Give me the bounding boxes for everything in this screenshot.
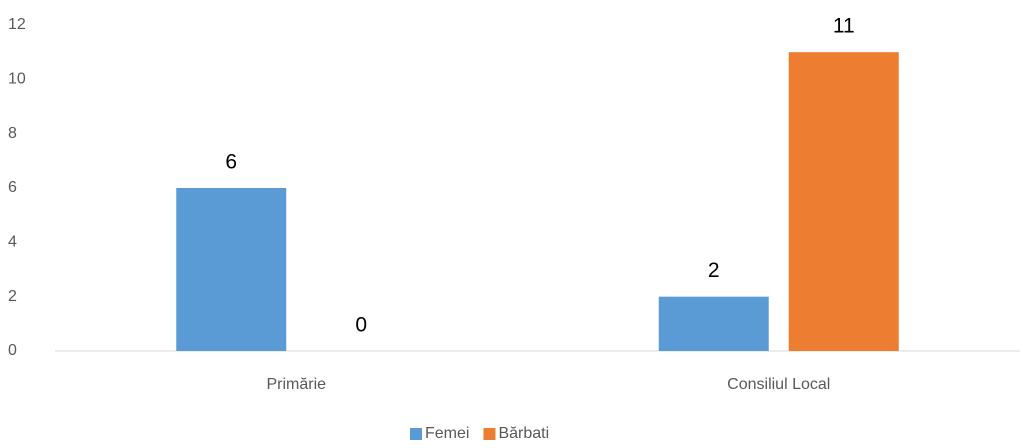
data-label: 11 bbox=[833, 15, 855, 38]
y-tick-label: 10 bbox=[8, 71, 26, 88]
data-label: 0 bbox=[355, 314, 367, 337]
bar bbox=[176, 188, 287, 351]
bar bbox=[658, 296, 769, 351]
data-label: 6 bbox=[225, 151, 237, 174]
legend-swatch bbox=[410, 428, 422, 440]
y-tick-label: 0 bbox=[8, 342, 17, 359]
legend-swatch bbox=[483, 428, 496, 440]
y-tick-label: 12 bbox=[8, 16, 26, 33]
y-tick-label: 6 bbox=[8, 179, 17, 196]
x-tick-label: Primărie bbox=[266, 376, 326, 393]
y-tick-label: 8 bbox=[8, 125, 17, 142]
y-tick-label: 2 bbox=[8, 288, 17, 305]
y-tick-label: 4 bbox=[8, 234, 17, 251]
bar bbox=[788, 52, 899, 352]
legend-label: Bărbati bbox=[498, 425, 549, 442]
data-label: 2 bbox=[708, 259, 720, 282]
legend-label: Femei bbox=[425, 425, 469, 442]
x-tick-label: Consiliul Local bbox=[727, 376, 830, 393]
